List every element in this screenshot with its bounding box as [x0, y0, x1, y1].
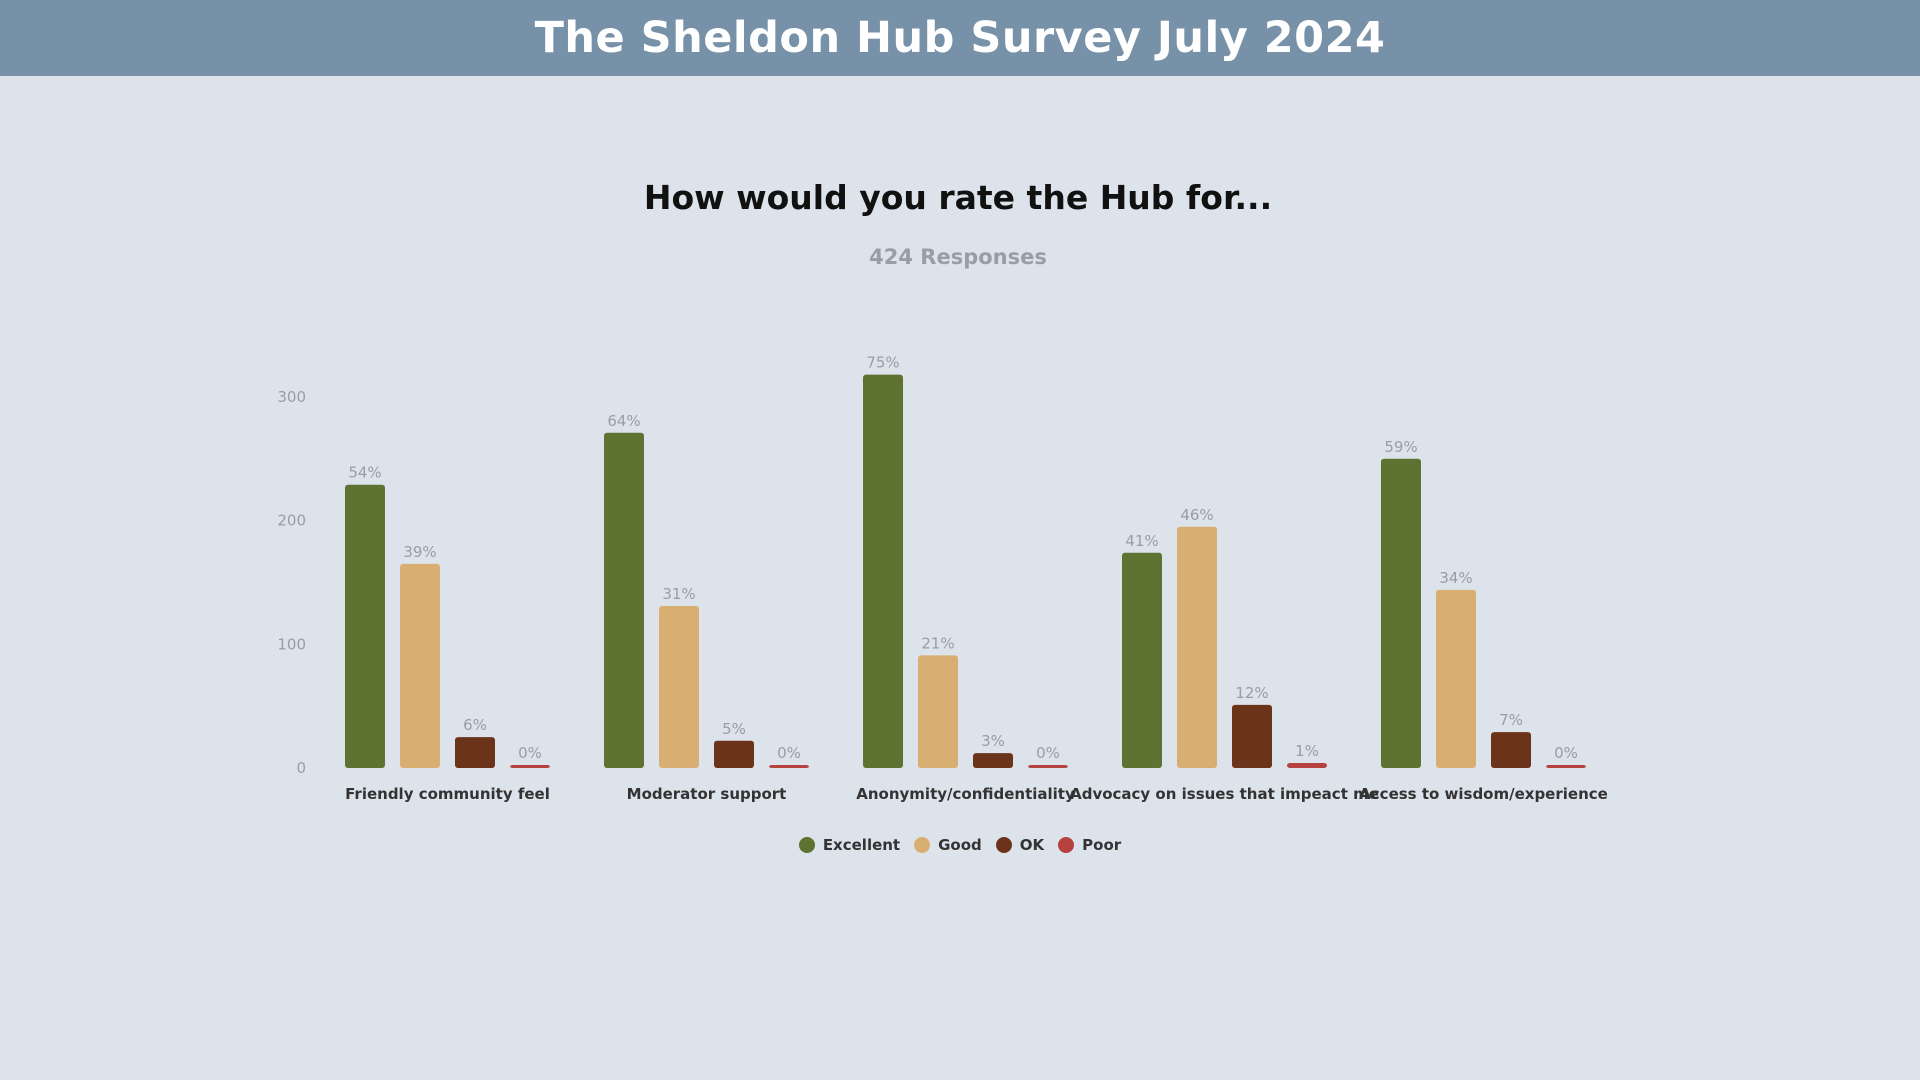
data-label: 0% — [1554, 744, 1578, 762]
legend-swatch — [995, 837, 1012, 853]
bar-excellent — [604, 432, 644, 768]
y-tick-label: 200 — [277, 512, 306, 530]
bar-ok — [455, 737, 495, 768]
x-category-label: Moderator support — [627, 785, 787, 803]
y-tick-label: 100 — [277, 635, 306, 653]
bar-good — [1177, 526, 1217, 768]
legend-label: Poor — [1082, 836, 1122, 854]
data-label: 75% — [866, 354, 899, 372]
bar-good — [1436, 589, 1476, 768]
x-category-label: Advocacy on issues that impeact me — [1070, 785, 1379, 803]
data-label: 7% — [1499, 711, 1523, 729]
legend-item-good: Good — [914, 836, 982, 854]
data-label: 34% — [1439, 569, 1472, 587]
legend-label: Excellent — [822, 836, 901, 854]
chart-subtitle: 424 Responses — [869, 245, 1047, 269]
legend-item-poor: Poor — [1058, 836, 1121, 854]
data-label: 3% — [981, 732, 1005, 750]
y-tick-label: 0 — [296, 759, 306, 777]
legend-item-ok: OK — [995, 836, 1045, 854]
data-label: 21% — [921, 634, 954, 652]
data-label: 6% — [463, 716, 487, 734]
data-label: 54% — [348, 464, 381, 482]
bar-ok — [714, 740, 754, 768]
data-label: 5% — [722, 720, 746, 738]
data-label: 41% — [1125, 532, 1158, 550]
legend-label: Good — [938, 836, 982, 854]
data-label: 1% — [1295, 742, 1319, 760]
bar-excellent — [863, 374, 903, 768]
bar-excellent — [345, 484, 385, 768]
x-category-label: Access to wisdom/experience — [1359, 785, 1608, 803]
bar-excellent — [1381, 458, 1421, 768]
data-label: 59% — [1384, 438, 1417, 456]
legend-item-excellent: Excellent — [798, 836, 901, 854]
chart-legend: Excellent Good OK Poor — [0, 836, 1920, 854]
bar-poor — [510, 765, 550, 768]
bar-excellent — [1122, 552, 1162, 768]
data-label: 0% — [777, 744, 801, 762]
legend-swatch — [914, 837, 931, 853]
data-label: 64% — [607, 412, 640, 430]
bar-poor — [1287, 763, 1327, 768]
data-label: 39% — [403, 543, 436, 561]
bar-ok — [1491, 732, 1531, 768]
legend-swatch — [798, 837, 815, 853]
header-bar: The Sheldon Hub Survey July 2024 — [0, 0, 1920, 76]
legend-label: OK — [1019, 836, 1045, 854]
bar-poor — [1546, 765, 1586, 768]
legend-swatch — [1058, 837, 1075, 853]
data-label: 31% — [662, 585, 695, 603]
x-category-label: Friendly community feel — [345, 785, 550, 803]
y-tick-label: 300 — [277, 388, 306, 406]
chart-title: How would you rate the Hub for... — [643, 178, 1273, 217]
bar-ok — [973, 753, 1013, 768]
data-label: 0% — [1036, 744, 1060, 762]
bar-good — [400, 563, 440, 768]
bar-poor — [769, 765, 809, 768]
x-category-label: Anonymity/confidentiality — [856, 785, 1075, 803]
bar-ok — [1232, 704, 1272, 768]
bar-poor — [1028, 765, 1068, 768]
data-label: 0% — [518, 744, 542, 762]
page-title: The Sheldon Hub Survey July 2024 — [534, 13, 1386, 63]
data-label: 12% — [1235, 684, 1268, 702]
data-label: 46% — [1180, 506, 1213, 524]
bar-good — [918, 655, 958, 768]
bar-good — [659, 605, 699, 768]
